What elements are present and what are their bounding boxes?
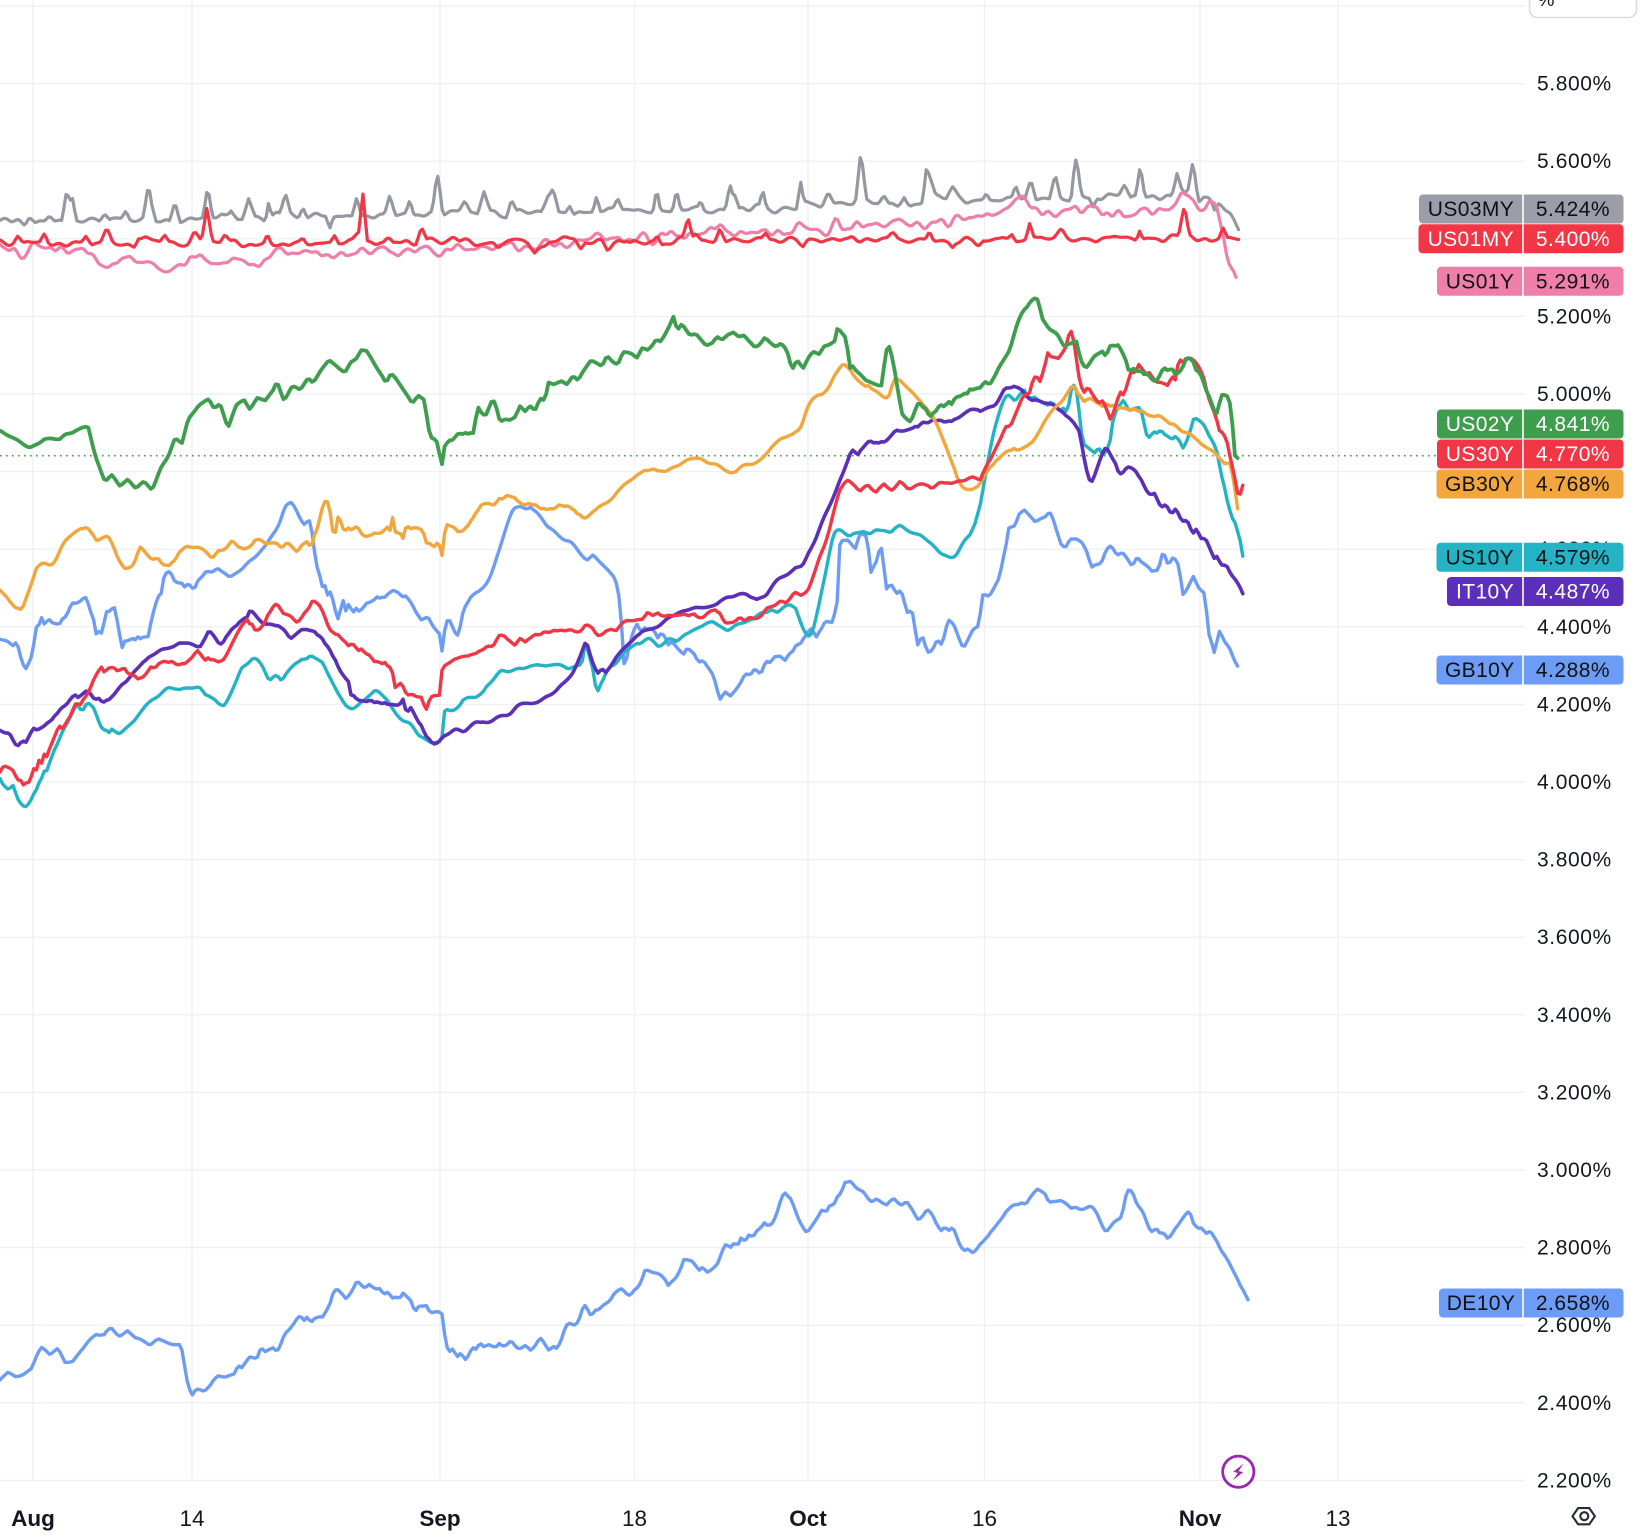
svg-text:4.400%: 4.400% bbox=[1537, 616, 1612, 639]
svg-text:3.200%: 3.200% bbox=[1537, 1081, 1612, 1104]
svg-text:DE10Y: DE10Y bbox=[1447, 1292, 1516, 1315]
svg-text:2.200%: 2.200% bbox=[1537, 1469, 1612, 1492]
svg-text:3.800%: 3.800% bbox=[1537, 849, 1612, 872]
svg-text:US10Y: US10Y bbox=[1446, 546, 1515, 569]
svg-text:2.658%: 2.658% bbox=[1536, 1292, 1610, 1315]
svg-text:Aug: Aug bbox=[11, 1506, 55, 1531]
svg-text:3.400%: 3.400% bbox=[1537, 1004, 1612, 1027]
svg-text:US03MY: US03MY bbox=[1428, 198, 1514, 221]
svg-text:Sep: Sep bbox=[419, 1506, 460, 1531]
svg-text:4.200%: 4.200% bbox=[1537, 693, 1612, 716]
svg-text:4.768%: 4.768% bbox=[1536, 473, 1610, 496]
svg-text:US01MY: US01MY bbox=[1428, 228, 1514, 251]
svg-text:US02Y: US02Y bbox=[1446, 413, 1515, 436]
svg-text:14: 14 bbox=[179, 1506, 204, 1531]
svg-text:4.770%: 4.770% bbox=[1536, 443, 1610, 466]
svg-text:4.487%: 4.487% bbox=[1536, 581, 1610, 604]
svg-text:2.400%: 2.400% bbox=[1537, 1392, 1612, 1415]
svg-text:4.288%: 4.288% bbox=[1536, 659, 1610, 682]
svg-text:2.600%: 2.600% bbox=[1537, 1314, 1612, 1337]
svg-text:5.291%: 5.291% bbox=[1536, 270, 1610, 293]
svg-text:5.200%: 5.200% bbox=[1537, 305, 1612, 328]
svg-text:2.800%: 2.800% bbox=[1537, 1237, 1612, 1260]
svg-text:4.841%: 4.841% bbox=[1536, 413, 1610, 436]
svg-text:IT10Y: IT10Y bbox=[1456, 581, 1514, 604]
svg-text:18: 18 bbox=[622, 1506, 647, 1531]
svg-text:4.579%: 4.579% bbox=[1536, 546, 1610, 569]
svg-text:16: 16 bbox=[972, 1506, 997, 1531]
svg-text:Nov: Nov bbox=[1179, 1506, 1222, 1531]
svg-text:GB10Y: GB10Y bbox=[1445, 659, 1515, 682]
svg-text:5.000%: 5.000% bbox=[1537, 383, 1612, 406]
svg-text:Oct: Oct bbox=[789, 1506, 827, 1531]
svg-text:GB30Y: GB30Y bbox=[1445, 473, 1515, 496]
svg-text:5.400%: 5.400% bbox=[1536, 228, 1610, 251]
svg-text:5.424%: 5.424% bbox=[1536, 198, 1610, 221]
svg-text:US01Y: US01Y bbox=[1446, 270, 1515, 293]
svg-text:US30Y: US30Y bbox=[1446, 443, 1515, 466]
svg-text:3.600%: 3.600% bbox=[1537, 926, 1612, 949]
svg-text:%: % bbox=[1538, 0, 1555, 11]
svg-text:5.600%: 5.600% bbox=[1537, 150, 1612, 173]
svg-text:4.000%: 4.000% bbox=[1537, 771, 1612, 794]
svg-text:13: 13 bbox=[1325, 1506, 1350, 1531]
svg-text:3.000%: 3.000% bbox=[1537, 1159, 1612, 1182]
svg-text:5.800%: 5.800% bbox=[1537, 73, 1612, 96]
